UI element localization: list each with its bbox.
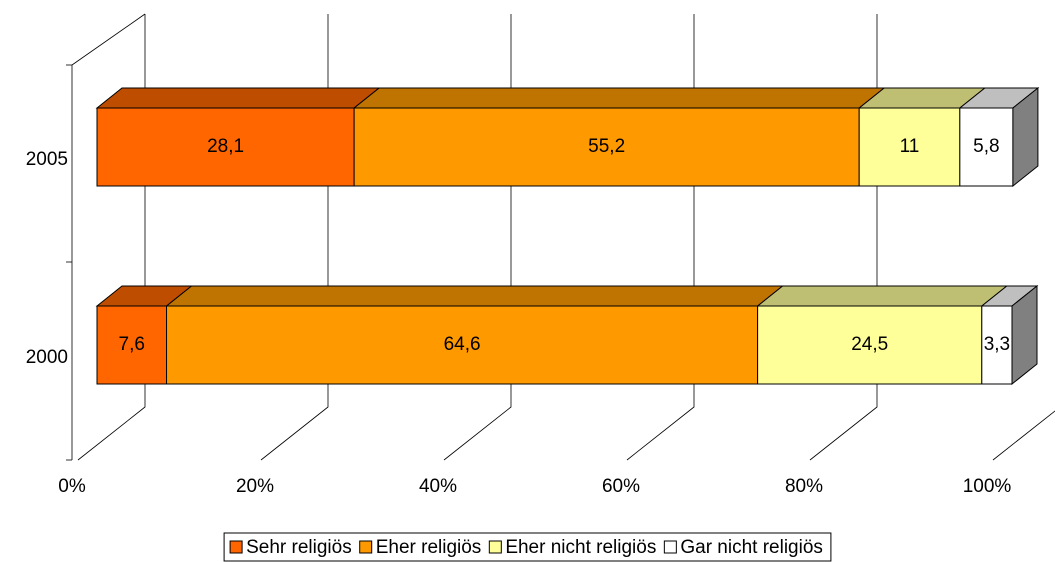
value-label: 24,5 [851,334,888,355]
value-label: 28,1 [207,136,244,157]
bar-side [1011,284,1038,386]
value-label: 64,6 [444,334,481,355]
legend-swatch [359,540,373,554]
bar [96,305,168,385]
value-label: 5,8 [973,136,999,157]
bar [858,107,961,187]
x-tick-label: 20% [236,476,274,497]
grid: 0% 20% 40% 60% 80% 100% [58,13,1055,497]
value-label: 11 [900,136,920,157]
legend-label: Eher religiös [376,537,482,558]
bar-side [1012,86,1039,188]
x-tick-label: 60% [602,476,640,497]
grid-line [260,14,329,461]
value-label: 55,2 [588,136,625,157]
legend: Sehr religiös Eher religiös Eher nicht rel… [223,532,832,562]
legend-swatch [229,540,243,554]
grid-line [443,14,512,461]
legend-swatch [488,540,502,554]
bar-top [165,285,785,307]
x-tick-label: 40% [419,476,457,497]
bar-top [756,285,1009,307]
grid-line [626,14,695,461]
y-tick-label: 2000 [26,347,68,368]
bar-top [352,87,886,109]
value-label: 3,3 [984,334,1010,355]
bar-top [95,87,381,109]
bar [353,107,860,187]
grid-line [77,14,146,461]
legend-swatch [663,540,677,554]
legend-label: Eher nicht religiös [505,537,656,558]
bars: 2005 28,1 55,2 11 5,8 2000 7,6 64,6 24,5 3,3 [26,86,1040,386]
grid-line [809,14,878,461]
x-tick-label: 100% [963,476,1012,497]
x-tick-label: 80% [785,476,823,497]
bar [96,107,355,187]
y-axis [71,13,146,460]
y-tick-label: 2005 [26,149,68,170]
x-tick-label: 0% [58,476,86,497]
grid-line [992,410,1055,461]
value-label: 7,6 [119,334,145,355]
legend-label: Gar nicht religiös [680,537,823,558]
legend-label: Sehr religiös [246,537,352,558]
bar [757,305,983,385]
legend-box [223,532,832,562]
bar [959,107,1014,187]
